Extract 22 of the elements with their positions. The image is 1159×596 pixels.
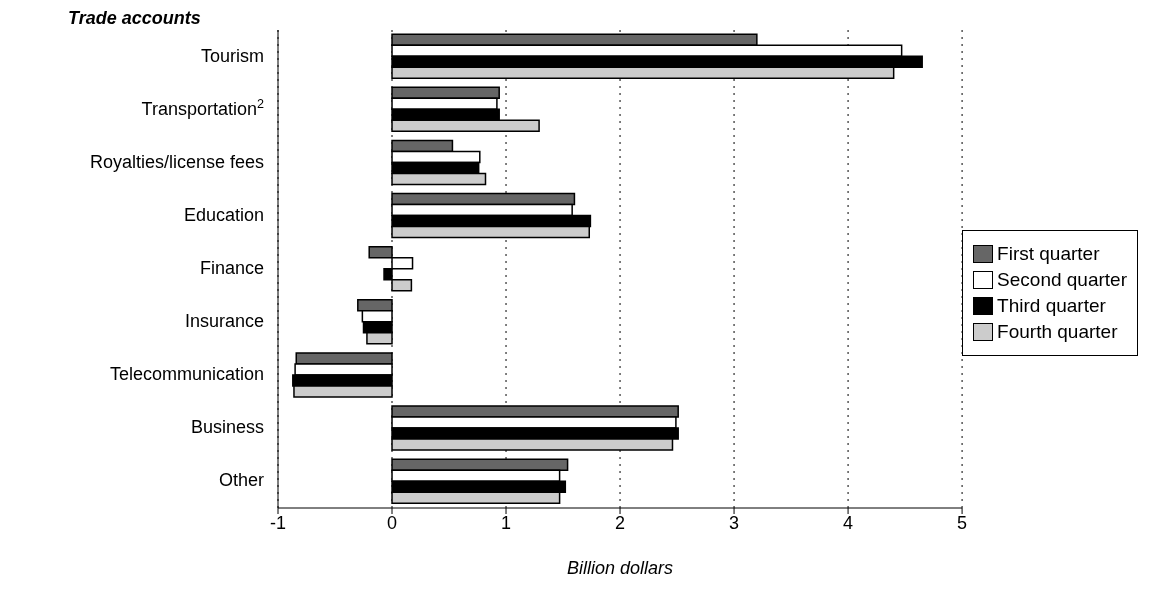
x-tick-label: 5 — [957, 512, 968, 533]
x-axis-title: Billion dollars — [567, 558, 674, 578]
x-tick-label: 4 — [843, 512, 854, 533]
x-tick-label: 3 — [729, 512, 740, 533]
legend-label: First quarter — [997, 243, 1100, 265]
y-tick-label: Tourism — [200, 45, 264, 66]
y-axis-title: Trade accounts — [68, 8, 201, 29]
y-tick-label: Finance — [199, 258, 264, 278]
y-tick-label: Business — [190, 417, 264, 438]
y-tick-label: Education — [183, 204, 264, 225]
y-tick-label: Telecommunication — [109, 364, 264, 385]
y-tick-label: Insurance — [184, 311, 264, 332]
legend-label: Second quarter — [997, 269, 1127, 291]
x-tick-label: 0 — [387, 512, 398, 533]
y-tick-label: Royalties/license fees — [89, 151, 264, 172]
y-tick-label: Transportation$^{2}$ — [141, 96, 264, 119]
x-tick-label: 1 — [501, 512, 512, 533]
legend-label: Third quarter — [997, 295, 1106, 317]
x-tick-label: 2 — [615, 512, 626, 533]
legend-label: Fourth quarter — [997, 321, 1118, 343]
y-tick-label: Other — [218, 470, 264, 491]
x-tick-label: -1 — [269, 512, 287, 533]
